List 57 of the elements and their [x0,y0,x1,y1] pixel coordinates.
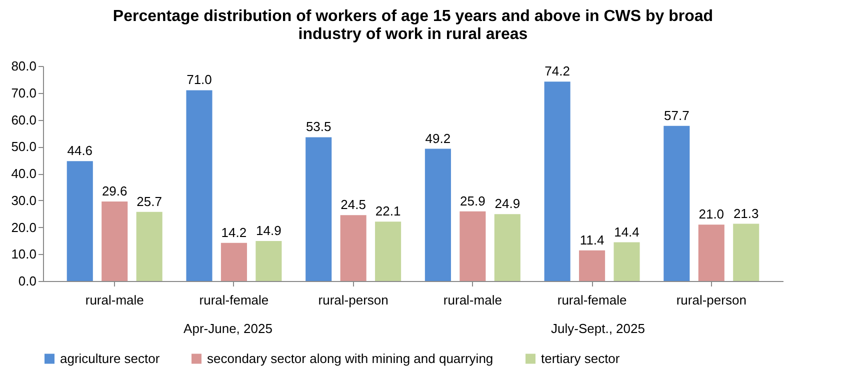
data-label: 29.6 [102,183,128,198]
data-label: 44.6 [67,143,93,158]
data-label: 14.9 [256,222,282,238]
data-label: 24.9 [494,196,520,212]
bar [579,250,606,281]
bar [664,126,690,281]
data-label: 71.0 [186,72,212,88]
x-tick-label: rural-female [557,292,627,308]
data-label: 57.7 [664,108,690,123]
data-label: 21.0 [698,206,724,222]
data-label: 22.1 [375,204,401,219]
data-label: 24.5 [340,197,366,212]
y-tick-label: 70.0 [11,85,36,100]
legend-label: agriculture sector [60,350,160,366]
bar [424,148,451,281]
legend-label: tertiary sector [541,350,620,366]
y-tick-label: 10.0 [11,246,36,262]
x-tick-label: rural-person [318,292,388,308]
data-label: 49.2 [425,130,451,146]
bar [494,214,520,281]
x-tick-label: rural-person [676,292,746,308]
y-tick-label: 80.0 [11,58,36,74]
chart-title: Percentage distribution of workers of age 15 years and above in CWS by broad industry of work in rural areas [112,8,714,43]
bar [544,82,570,281]
bar [340,215,366,281]
y-tick-label: 50.0 [11,139,36,154]
x-tick-label: rural-male [85,292,144,308]
y-tick-label: 30.0 [11,192,36,208]
data-label: 21.3 [733,206,759,221]
bar [375,222,402,281]
bar [66,161,93,281]
x-tick-label: rural-female [199,292,269,308]
data-label: 14.2 [221,224,247,240]
bar [136,212,162,281]
bar [460,211,486,281]
y-tick-label: 0.0 [18,274,36,288]
y-tick-label: 60.0 [11,112,36,128]
bar [698,224,724,281]
data-label: 25.7 [136,194,162,209]
bar [306,137,332,281]
x-tick-label: rural-male [443,292,502,308]
data-label: 11.4 [580,232,604,248]
bar [220,242,247,281]
bar [614,242,640,281]
y-tick-label: 40.0 [11,166,36,181]
text: Apr-June, 2025 [184,321,272,336]
y-tick-label: 20.0 [11,220,36,235]
data-label: 25.9 [460,193,486,208]
data-label: 14.4 [614,224,640,240]
data-label: 53.5 [306,119,332,134]
bar [733,224,760,281]
bar [186,90,212,281]
text: July-Sept., 2025 [551,321,645,336]
bar [256,240,282,281]
data-label: 74.2 [544,64,570,79]
bar [102,201,128,281]
legend-label: secondary sector along with mining and quarrying [207,350,494,366]
